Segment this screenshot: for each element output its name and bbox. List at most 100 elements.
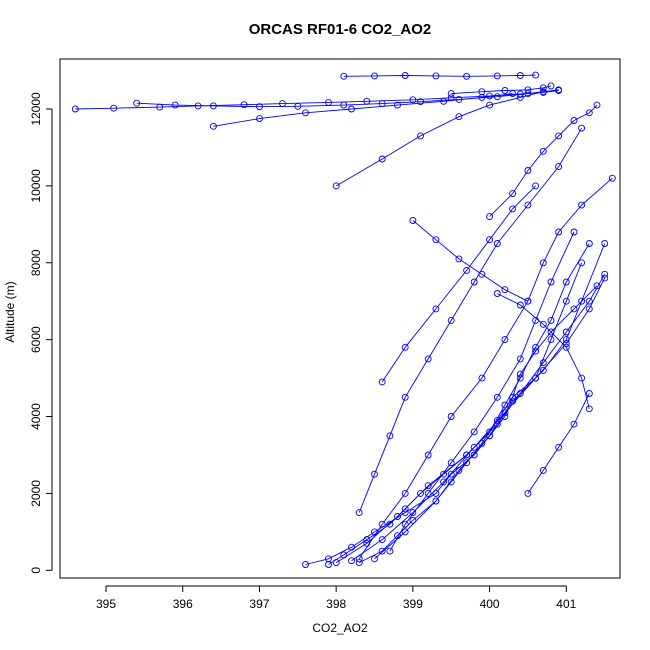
data-point [432,72,440,80]
chart-title: ORCAS RF01-6 CO2_AO2 [249,21,432,38]
data-point [432,489,440,497]
data-point [539,359,547,367]
data-point [547,328,555,336]
data-point [524,489,532,497]
data-point [539,259,547,267]
x-tick-label: 399 [403,597,423,611]
y-tick-label: 2000 [29,480,43,507]
series-line [412,220,529,302]
data-point [417,98,424,106]
series-line [381,185,536,383]
data-point [417,132,424,140]
data-point [447,316,455,324]
data-point [409,217,417,224]
data-point [555,86,563,94]
data-point [440,470,448,478]
data-point [447,459,455,467]
data-point [524,86,532,94]
data-point [325,561,332,568]
data-point [493,393,501,401]
data-point [386,547,394,555]
data-point [585,240,593,247]
x-tick-label: 398 [326,597,346,611]
data-point [562,343,570,351]
data-point [501,286,509,294]
data-point [417,489,424,497]
data-point [539,466,547,474]
data-point [585,109,593,117]
data-point [424,482,432,490]
data-point [294,102,302,110]
data-point [302,109,309,117]
data-point [332,559,340,567]
series-line [358,127,582,513]
data-point [578,201,586,209]
data-point [409,516,417,524]
data-point [378,547,386,555]
data-point [578,259,586,267]
data-point [478,88,486,96]
data-point [256,103,263,111]
data-point [455,255,463,263]
data-point [401,505,409,513]
plot-area [71,71,616,568]
data-point [440,97,448,105]
data-point [378,378,386,386]
data-point [409,96,417,104]
data-point [432,497,440,505]
series-line [335,91,544,187]
data-point [555,132,563,140]
data-point [562,340,570,347]
series-line [389,231,575,552]
data-point [409,509,417,517]
data-point [401,528,409,536]
data-point [555,163,563,171]
data-point [578,124,586,132]
data-point [424,451,432,459]
data-point [348,105,355,113]
data-point [378,155,386,163]
data-point [539,147,547,155]
data-point [240,101,248,109]
data-point [593,101,601,109]
data-point [601,240,609,247]
data-point [470,443,478,451]
series-line [527,393,590,494]
data-point [424,489,432,497]
data-point [516,370,524,378]
series-line [213,93,513,127]
series-line [358,177,613,560]
data-point [455,113,463,121]
data-point [401,489,409,497]
data-point [463,459,471,467]
data-point [470,278,478,286]
data-point [394,513,401,520]
series-line [451,85,552,95]
data-point [532,347,540,355]
series-line [328,243,590,565]
data-point [532,71,540,79]
data-point [539,366,547,374]
plot-frame [59,58,621,579]
data-point [463,72,471,80]
data-point [401,393,409,401]
y-tick-label: 8000 [29,249,43,276]
data-point [209,102,217,110]
data-point [110,104,118,112]
data-point [524,90,532,98]
series-line [136,89,559,108]
data-point [371,555,378,563]
data-point [371,72,378,80]
data-point [447,470,455,478]
data-point [570,305,578,313]
data-point [532,182,540,190]
data-point [71,105,79,113]
y-tick-label: 12000 [29,92,43,126]
series-line [343,74,536,77]
data-point [401,509,409,517]
data-point [463,266,471,274]
data-point [378,536,386,544]
data-point [432,236,440,244]
data-point [493,93,501,101]
